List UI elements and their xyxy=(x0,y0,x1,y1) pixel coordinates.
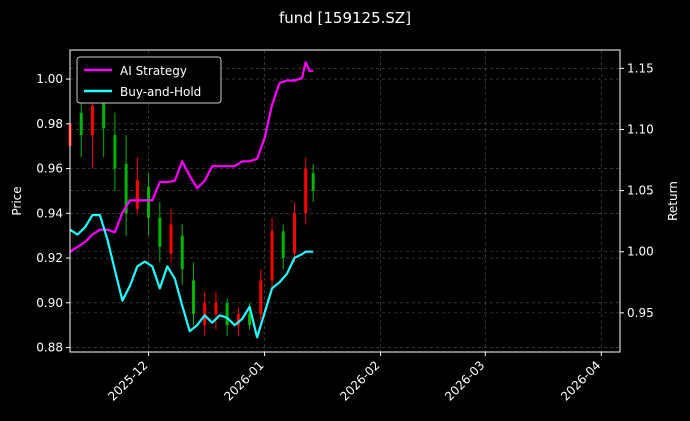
candle-body xyxy=(135,179,139,209)
plot-frame xyxy=(69,49,621,353)
y-tick-label-right: 1.05 xyxy=(627,184,654,198)
series-lines xyxy=(69,61,314,339)
candle-body xyxy=(113,135,117,169)
candle-body xyxy=(225,302,229,326)
candle-body xyxy=(124,164,128,214)
candle-body xyxy=(259,280,263,314)
chart-title: fund [159125.SZ] xyxy=(279,9,411,27)
legend: AI Strategy Buy-and-Hold xyxy=(76,56,222,104)
candle-body xyxy=(158,217,162,247)
y-tick-label-left: 0.92 xyxy=(36,251,63,265)
legend-label-ai-strategy: AI Strategy xyxy=(120,64,187,78)
candle-body xyxy=(180,235,184,270)
candle-body xyxy=(281,231,285,259)
candle-body xyxy=(270,231,274,281)
candle-body xyxy=(236,313,240,326)
series-line-ai-strategy xyxy=(69,61,314,253)
y-tick-label-right: 1.10 xyxy=(627,122,654,136)
y-ticks-left: 0.88 0.90 0.92 0.94 0.96 0.98 1.00 xyxy=(36,72,70,355)
candle-body xyxy=(304,168,308,214)
y-tick-label-left: 0.94 xyxy=(36,206,63,220)
y-tick-label-left: 1.00 xyxy=(36,72,63,86)
candle-body xyxy=(292,213,296,254)
y-axis-label-right: Return xyxy=(666,181,680,221)
y-tick-label-right: 1.00 xyxy=(627,245,654,259)
y-tick-label-right: 1.15 xyxy=(627,61,654,75)
y-tick-label-left: 0.90 xyxy=(36,296,63,310)
candle-body xyxy=(102,101,106,129)
candle-body xyxy=(248,313,252,326)
y-axis-label-left: Price xyxy=(10,186,24,215)
candle-body xyxy=(203,302,207,326)
candle-body xyxy=(90,105,94,136)
y-tick-label-right: 0.95 xyxy=(627,306,654,320)
series-line-buy-and-hold xyxy=(69,214,314,339)
candle-body xyxy=(79,112,83,136)
candle-body xyxy=(169,224,173,254)
legend-box xyxy=(76,56,222,104)
candles xyxy=(68,83,315,337)
candle-body xyxy=(214,302,218,314)
y-tick-label-left: 0.88 xyxy=(36,341,63,355)
y-ticks-right: 0.95 1.00 1.05 1.10 1.15 xyxy=(620,61,654,320)
candle-body xyxy=(311,173,315,191)
candle-body xyxy=(191,280,195,314)
candle-body xyxy=(147,186,151,218)
y-tick-label-left: 0.96 xyxy=(36,162,63,176)
y-tick-label-left: 0.98 xyxy=(36,117,63,131)
legend-label-buy-and-hold: Buy-and-Hold xyxy=(120,85,201,99)
